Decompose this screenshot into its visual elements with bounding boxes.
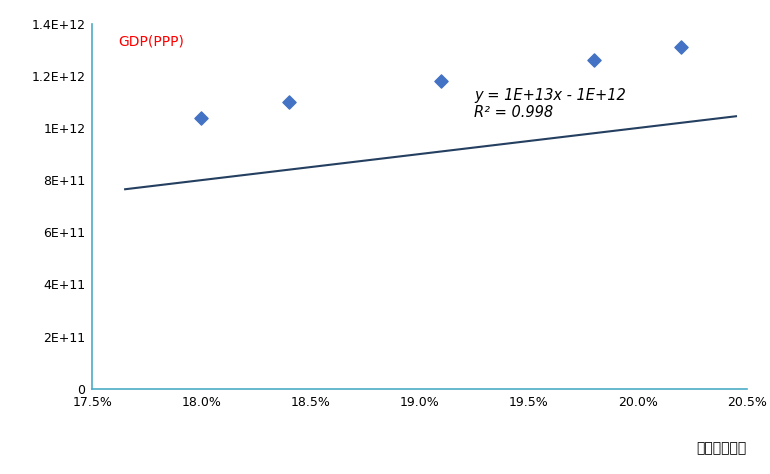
Point bbox=[283, 98, 295, 106]
Text: y = 1E+13x - 1E+12
R² = 0.998: y = 1E+13x - 1E+12 R² = 0.998 bbox=[474, 88, 626, 120]
Point bbox=[196, 114, 208, 121]
Text: 창의계층비율: 창의계층비율 bbox=[697, 441, 747, 456]
Text: GDP(PPP): GDP(PPP) bbox=[119, 35, 185, 49]
Point bbox=[588, 56, 601, 64]
Point bbox=[675, 44, 688, 51]
Point bbox=[435, 77, 447, 85]
